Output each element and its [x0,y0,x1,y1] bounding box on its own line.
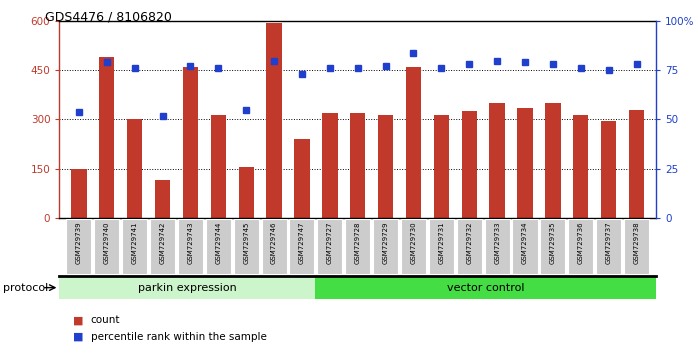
Bar [433,115,449,218]
Text: GSM729728: GSM729728 [355,221,361,264]
Bar [401,219,426,274]
Bar [234,219,259,274]
Bar [127,119,142,218]
Bar [406,67,421,218]
Bar [596,219,621,274]
Bar [206,219,231,274]
Text: GSM729729: GSM729729 [383,221,389,264]
Bar [346,219,370,274]
Text: GSM729731: GSM729731 [438,221,445,264]
Text: GDS4476 / 8106820: GDS4476 / 8106820 [45,11,172,24]
Bar [71,169,87,218]
Text: GSM729747: GSM729747 [299,221,305,264]
Text: GSM729744: GSM729744 [215,221,221,263]
Bar [322,113,338,218]
Bar [59,276,315,299]
Bar [211,115,226,218]
Bar [315,276,656,299]
Text: GSM729745: GSM729745 [243,221,249,263]
Text: GSM729737: GSM729737 [606,221,611,264]
Bar [629,110,644,218]
Text: GSM729732: GSM729732 [466,221,473,264]
Bar [456,219,482,274]
Bar [239,167,254,218]
Bar [484,219,510,274]
Bar [461,111,477,218]
Text: ■: ■ [73,315,84,325]
Bar [183,67,198,218]
Bar [99,57,114,218]
Text: GSM729733: GSM729733 [494,221,500,264]
Bar [517,108,533,218]
Text: GSM729742: GSM729742 [160,221,165,263]
Bar [295,139,310,218]
Text: protocol: protocol [3,282,49,293]
Text: GSM729736: GSM729736 [578,221,584,264]
Bar [318,219,343,274]
Text: GSM729741: GSM729741 [132,221,138,264]
Bar [601,121,616,218]
Bar [178,219,203,274]
Bar [262,219,287,274]
Text: ■: ■ [73,332,84,342]
Bar [378,115,393,218]
Bar [568,219,593,274]
Bar [122,219,147,274]
Bar [429,219,454,274]
Text: GSM729735: GSM729735 [550,221,556,264]
Text: GSM729743: GSM729743 [187,221,193,264]
Text: GSM729740: GSM729740 [104,221,110,264]
Bar [512,219,537,274]
Bar [373,219,398,274]
Bar [545,103,560,218]
Bar [350,113,365,218]
Bar [94,219,119,274]
Text: GSM729730: GSM729730 [410,221,417,264]
Text: GSM729738: GSM729738 [634,221,639,264]
Bar [624,219,649,274]
Text: percentile rank within the sample: percentile rank within the sample [91,332,267,342]
Text: GSM729727: GSM729727 [327,221,333,264]
Text: parkin expression: parkin expression [138,282,237,293]
Bar [155,180,170,218]
Text: GSM729746: GSM729746 [271,221,277,264]
Bar [489,103,505,218]
Bar [290,219,315,274]
Bar [267,23,282,218]
Text: GSM729734: GSM729734 [522,221,528,264]
Bar [66,219,91,274]
Bar [540,219,565,274]
Text: GSM729739: GSM729739 [76,221,82,264]
Bar [573,115,588,218]
Text: count: count [91,315,120,325]
Text: vector control: vector control [447,282,524,293]
Bar [150,219,175,274]
